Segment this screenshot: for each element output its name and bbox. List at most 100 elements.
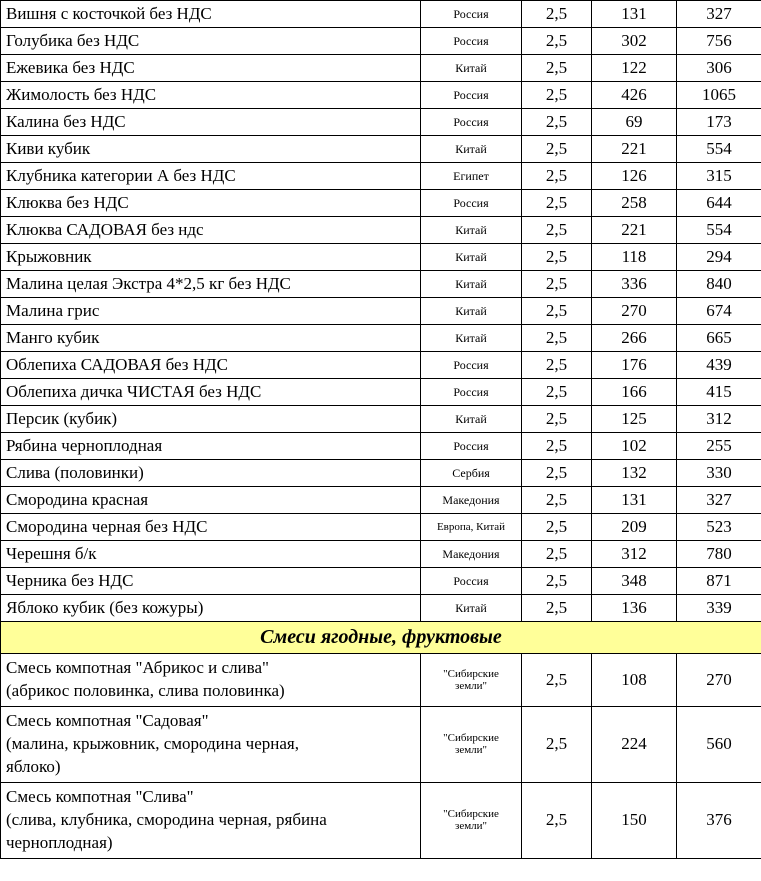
product-name: Черника без НДС bbox=[1, 568, 421, 595]
product-origin: Китай bbox=[421, 217, 522, 244]
product-price1: 118 bbox=[592, 244, 677, 271]
product-price1: 336 bbox=[592, 271, 677, 298]
table-row: Облепиха САДОВАЯ без НДСРоссия2,5176439 bbox=[1, 352, 761, 379]
product-price2: 327 bbox=[677, 487, 761, 514]
product-price2: 756 bbox=[677, 28, 761, 55]
product-origin: Россия bbox=[421, 82, 522, 109]
product-origin: Россия bbox=[421, 190, 522, 217]
product-weight: 2,5 bbox=[522, 706, 592, 782]
product-name: Смородина красная bbox=[1, 487, 421, 514]
table-row: Смесь компотная "Слива"(слива, клубника,… bbox=[1, 782, 761, 858]
product-name: Клюква без НДС bbox=[1, 190, 421, 217]
product-weight: 2,5 bbox=[522, 298, 592, 325]
product-price2: 871 bbox=[677, 568, 761, 595]
table-row: Слива (половинки)Сербия2,5132330 bbox=[1, 460, 761, 487]
product-weight: 2,5 bbox=[522, 28, 592, 55]
table-row: Малина грисКитай2,5270674 bbox=[1, 298, 761, 325]
product-weight: 2,5 bbox=[522, 109, 592, 136]
table-row: Жимолость без НДСРоссия2,54261065 bbox=[1, 82, 761, 109]
product-origin: "Сибирскиеземли" bbox=[421, 782, 522, 858]
table-row: Клюква САДОВАЯ без ндсКитай2,5221554 bbox=[1, 217, 761, 244]
table-row: Смородина краснаяМакедония2,5131327 bbox=[1, 487, 761, 514]
product-name: Персик (кубик) bbox=[1, 406, 421, 433]
product-weight: 2,5 bbox=[522, 460, 592, 487]
table-row: Ежевика без НДСКитай2,5122306 bbox=[1, 55, 761, 82]
product-price2: 665 bbox=[677, 325, 761, 352]
product-weight: 2,5 bbox=[522, 379, 592, 406]
product-origin: Россия bbox=[421, 433, 522, 460]
product-origin: "Сибирскиеземли" bbox=[421, 706, 522, 782]
table-row: Голубика без НДСРоссия2,5302756 bbox=[1, 28, 761, 55]
product-price2: 523 bbox=[677, 514, 761, 541]
product-name: Облепиха САДОВАЯ без НДС bbox=[1, 352, 421, 379]
product-weight: 2,5 bbox=[522, 514, 592, 541]
product-origin: Китай bbox=[421, 55, 522, 82]
product-price1: 69 bbox=[592, 109, 677, 136]
product-origin: Македония bbox=[421, 487, 522, 514]
product-origin: Китай bbox=[421, 325, 522, 352]
product-weight: 2,5 bbox=[522, 782, 592, 858]
product-price1: 102 bbox=[592, 433, 677, 460]
product-weight: 2,5 bbox=[522, 352, 592, 379]
product-name: Калина без НДС bbox=[1, 109, 421, 136]
product-weight: 2,5 bbox=[522, 136, 592, 163]
product-origin: Россия bbox=[421, 352, 522, 379]
product-price2: 439 bbox=[677, 352, 761, 379]
product-price1: 122 bbox=[592, 55, 677, 82]
product-price1: 166 bbox=[592, 379, 677, 406]
product-price1: 221 bbox=[592, 217, 677, 244]
product-price2: 306 bbox=[677, 55, 761, 82]
product-weight: 2,5 bbox=[522, 325, 592, 352]
table-row: Черника без НДСРоссия2,5348871 bbox=[1, 568, 761, 595]
product-origin: Россия bbox=[421, 568, 522, 595]
table-row: КрыжовникКитай2,5118294 bbox=[1, 244, 761, 271]
product-weight: 2,5 bbox=[522, 190, 592, 217]
product-name: Яблоко кубик (без кожуры) bbox=[1, 595, 421, 622]
table-row: Киви кубикКитай2,5221554 bbox=[1, 136, 761, 163]
product-origin: Китай bbox=[421, 271, 522, 298]
product-price1: 348 bbox=[592, 568, 677, 595]
product-price2: 327 bbox=[677, 1, 761, 28]
product-name: Малина целая Экстра 4*2,5 кг без НДС bbox=[1, 271, 421, 298]
table-row: Вишня с косточкой без НДСРоссия2,5131327 bbox=[1, 1, 761, 28]
section-title: Смеси ягодные, фруктовые bbox=[1, 622, 761, 654]
product-price1: 258 bbox=[592, 190, 677, 217]
product-name: Слива (половинки) bbox=[1, 460, 421, 487]
table-row: Облепиха дичка ЧИСТАЯ без НДСРоссия2,516… bbox=[1, 379, 761, 406]
product-price2: 376 bbox=[677, 782, 761, 858]
product-origin: Европа, Китай bbox=[421, 514, 522, 541]
product-origin: Китай bbox=[421, 244, 522, 271]
product-origin: Россия bbox=[421, 1, 522, 28]
product-price2: 330 bbox=[677, 460, 761, 487]
product-price2: 644 bbox=[677, 190, 761, 217]
product-price2: 560 bbox=[677, 706, 761, 782]
product-price2: 255 bbox=[677, 433, 761, 460]
product-price2: 173 bbox=[677, 109, 761, 136]
product-price1: 426 bbox=[592, 82, 677, 109]
product-name: Облепиха дичка ЧИСТАЯ без НДС bbox=[1, 379, 421, 406]
product-weight: 2,5 bbox=[522, 406, 592, 433]
product-name: Голубика без НДС bbox=[1, 28, 421, 55]
product-price1: 108 bbox=[592, 654, 677, 707]
table-row: Калина без НДСРоссия2,569173 bbox=[1, 109, 761, 136]
product-price2: 415 bbox=[677, 379, 761, 406]
table-row: Персик (кубик)Китай2,5125312 bbox=[1, 406, 761, 433]
product-origin: Китай bbox=[421, 595, 522, 622]
product-price1: 312 bbox=[592, 541, 677, 568]
product-price1: 126 bbox=[592, 163, 677, 190]
product-origin: "Сибирскиеземли" bbox=[421, 654, 522, 707]
product-origin: Македония bbox=[421, 541, 522, 568]
product-weight: 2,5 bbox=[522, 244, 592, 271]
product-name: Ежевика без НДС bbox=[1, 55, 421, 82]
product-name: Клюква САДОВАЯ без ндс bbox=[1, 217, 421, 244]
product-price1: 266 bbox=[592, 325, 677, 352]
product-weight: 2,5 bbox=[522, 433, 592, 460]
product-name: Черешня б/к bbox=[1, 541, 421, 568]
table-row: Манго кубикКитай2,5266665 bbox=[1, 325, 761, 352]
table-row: Смесь компотная "Садовая"(малина, крыжов… bbox=[1, 706, 761, 782]
product-price1: 270 bbox=[592, 298, 677, 325]
product-weight: 2,5 bbox=[522, 487, 592, 514]
product-price2: 312 bbox=[677, 406, 761, 433]
product-name: Клубника категории А без НДС bbox=[1, 163, 421, 190]
product-weight: 2,5 bbox=[522, 55, 592, 82]
